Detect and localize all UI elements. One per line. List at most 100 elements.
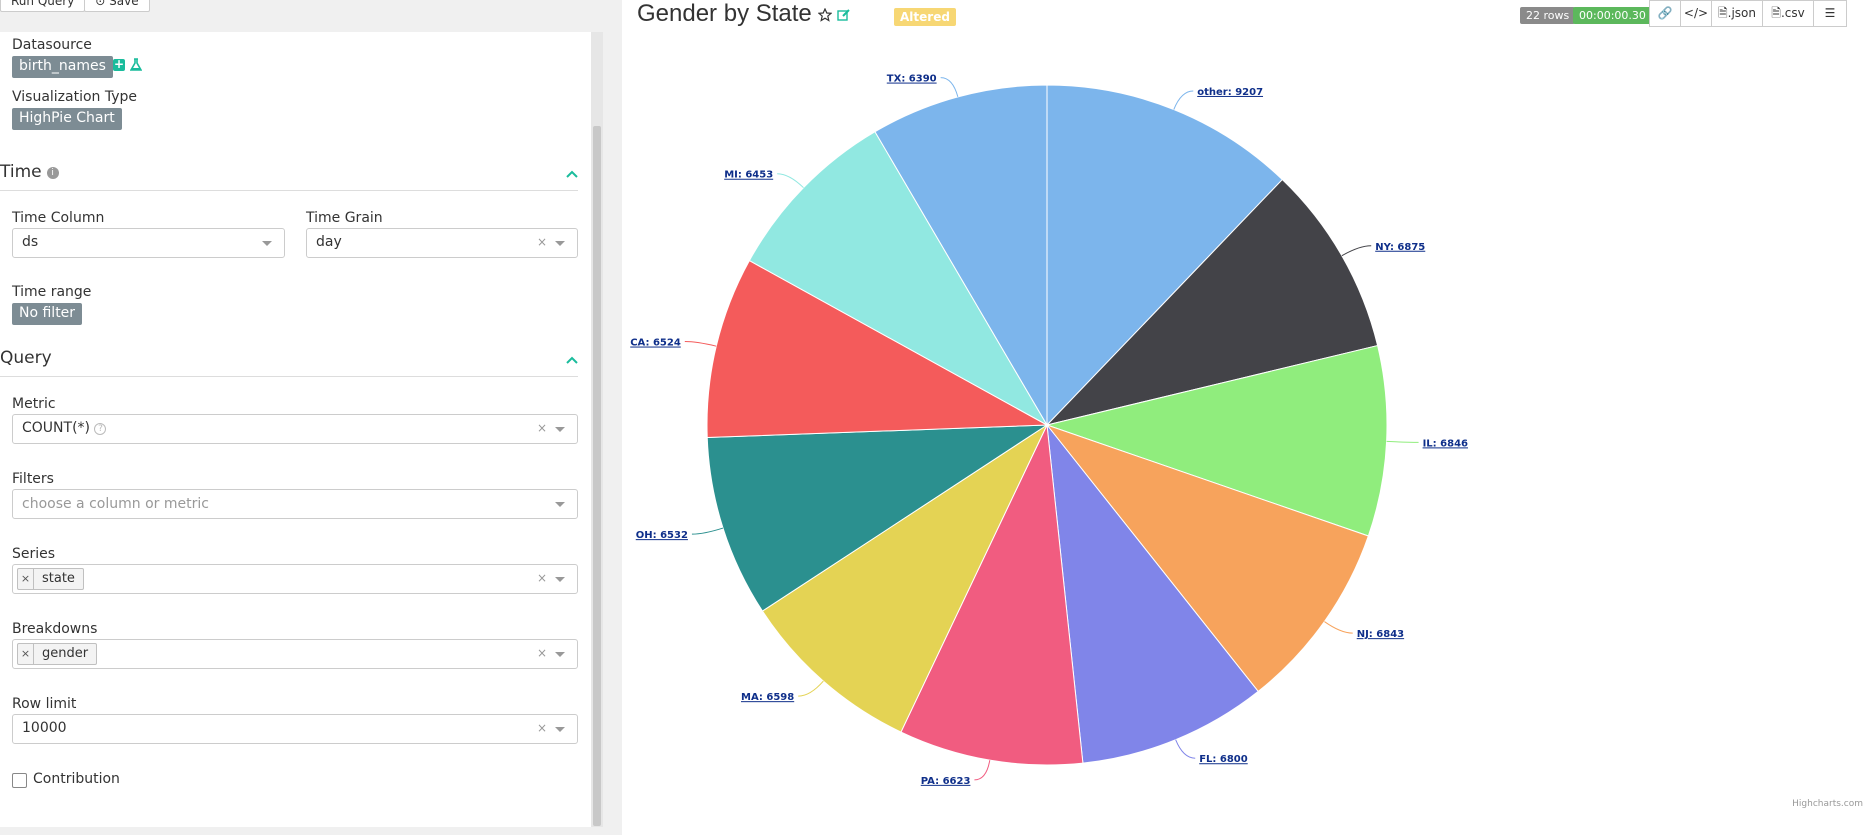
data-label-pa[interactable]: PA: 6623	[921, 776, 971, 787]
info-icon[interactable]: i	[46, 167, 59, 179]
viz-type-label: Visualization Type	[12, 89, 138, 105]
time-section-header[interactable]: Time i	[0, 149, 578, 191]
time-grain-select[interactable]: day ×	[306, 228, 578, 258]
flask-icon[interactable]	[130, 58, 142, 72]
chevron-up-icon[interactable]	[566, 170, 578, 178]
save-button[interactable]: ⊙ Save	[84, 0, 150, 12]
series-chip-label: state	[42, 571, 75, 586]
query-toolbar: Run Query ⊙ Save	[0, 0, 150, 12]
help-icon[interactable]: ?	[94, 423, 107, 435]
contribution-checkbox[interactable]	[12, 773, 27, 788]
csv-label: .csv	[1780, 6, 1805, 20]
row-limit-select[interactable]: 10000 ×	[12, 714, 578, 744]
viz-type-tag[interactable]: HighPie Chart	[12, 108, 122, 130]
pie-slice-pa[interactable]	[900, 423, 1084, 766]
pie-slice-ca[interactable]	[706, 259, 1049, 439]
pie-slice-ny[interactable]	[1045, 178, 1379, 426]
connector-mi	[777, 173, 804, 189]
filters-select[interactable]: choose a column or metric	[12, 489, 578, 519]
data-label-ca[interactable]: CA: 6524	[630, 338, 681, 349]
breakdowns-select[interactable]: × gender ×	[12, 639, 578, 669]
pie-slice-nj[interactable]	[1045, 423, 1370, 693]
connector-il	[1386, 440, 1419, 443]
time-column-select[interactable]: ds	[12, 228, 285, 258]
pie-slice-other[interactable]	[1046, 84, 1283, 427]
connector-tx	[940, 77, 959, 98]
row-limit-value: 10000	[22, 720, 67, 736]
csv-button[interactable]: 🗎.csv	[1762, 0, 1814, 27]
save-icon: ⊙	[95, 0, 110, 8]
series-label: Series	[12, 546, 56, 562]
edit-icon[interactable]	[837, 8, 851, 22]
data-label-mi[interactable]: MI: 6453	[724, 170, 773, 181]
data-label-ma[interactable]: MA: 6598	[741, 692, 794, 703]
connector-pa	[974, 760, 991, 781]
breakdowns-chip-label: gender	[42, 646, 89, 661]
link-button[interactable]: 🔗	[1649, 0, 1681, 27]
pie-slice-fl[interactable]	[1046, 423, 1259, 764]
data-label-tx[interactable]: TX: 6390	[887, 74, 937, 85]
time-grain-value: day	[316, 234, 342, 250]
rows-badge: 22 rows	[1520, 7, 1576, 24]
data-label-nj[interactable]: NJ: 6843	[1357, 629, 1404, 640]
remove-chip-icon[interactable]: ×	[18, 569, 34, 589]
datasource-label: Datasource	[12, 37, 92, 53]
clear-icon[interactable]: ×	[536, 721, 547, 735]
time-section-title: Time	[0, 162, 42, 182]
connector-fl	[1175, 739, 1196, 759]
query-section-header[interactable]: Query	[0, 335, 578, 377]
pie-chart: other: 9207 NY: 6875 IL: 6846 NJ: 6843 FL: 6…	[630, 74, 1468, 787]
data-label-fl[interactable]: FL: 6800	[1199, 754, 1248, 765]
json-label: .json	[1727, 6, 1756, 20]
caret-down-icon	[555, 241, 565, 246]
clear-icon[interactable]: ×	[536, 646, 547, 660]
remove-chip-icon[interactable]: ×	[18, 644, 34, 664]
file-icon: 🗎	[1771, 6, 1781, 20]
code-icon: </>	[1683, 6, 1709, 20]
connector-oh	[691, 527, 724, 535]
data-label-other[interactable]: other: 9207	[1197, 87, 1263, 98]
data-label-ny[interactable]: NY: 6875	[1375, 242, 1425, 253]
highcharts-credit[interactable]: Highcharts.com	[1792, 799, 1863, 809]
save-label: Save	[109, 0, 139, 8]
connector-nj	[1324, 621, 1353, 634]
time-column-value: ds	[22, 234, 39, 250]
time-range-tag[interactable]: No filter	[12, 303, 83, 325]
menu-button[interactable]: ☰	[1813, 0, 1847, 27]
caret-down-icon	[262, 241, 272, 246]
data-label-oh[interactable]: OH: 6532	[636, 530, 688, 541]
datasource-tag[interactable]: birth_names	[12, 56, 113, 78]
clear-icon[interactable]: ×	[536, 571, 547, 585]
embed-button[interactable]: </>	[1680, 0, 1712, 27]
metric-label: Metric	[12, 396, 56, 412]
row-limit-label: Row limit	[12, 696, 77, 712]
connector-other	[1173, 90, 1194, 110]
chevron-up-icon[interactable]	[566, 356, 578, 364]
data-label-il[interactable]: IL: 6846	[1423, 438, 1468, 449]
scrollbar-thumb[interactable]	[593, 126, 601, 826]
metric-select[interactable]: COUNT(*) ? ×	[12, 414, 578, 444]
pie-slice-il[interactable]	[1045, 344, 1388, 537]
caret-down-icon	[555, 727, 565, 732]
json-button[interactable]: 🗎.json	[1711, 0, 1763, 27]
chart-title[interactable]: Gender by State	[637, 0, 812, 27]
pie-slice-ma[interactable]	[761, 423, 1049, 733]
clear-icon[interactable]: ×	[536, 421, 547, 435]
connector-ny	[1341, 245, 1372, 257]
controls-scrollbar[interactable]	[591, 32, 603, 827]
series-select[interactable]: × state ×	[12, 564, 578, 594]
hamburger-icon: ☰	[1824, 6, 1836, 20]
link-icon: 🔗	[1657, 6, 1673, 20]
run-query-button[interactable]: Run Query	[0, 0, 86, 12]
query-section-title: Query	[0, 348, 52, 368]
controls-scroll-area: Datasource birth_names + Visualization T…	[0, 32, 591, 827]
add-datasource-icon[interactable]: +	[113, 57, 125, 71]
star-icon[interactable]	[818, 8, 832, 22]
clear-icon[interactable]: ×	[536, 235, 547, 249]
breakdowns-chip: × gender	[17, 643, 98, 665]
caret-down-icon	[555, 502, 565, 507]
altered-badge[interactable]: Altered	[894, 8, 956, 26]
contribution-label: Contribution	[33, 771, 120, 787]
connector-ma	[798, 680, 824, 697]
filters-label: Filters	[12, 471, 54, 487]
